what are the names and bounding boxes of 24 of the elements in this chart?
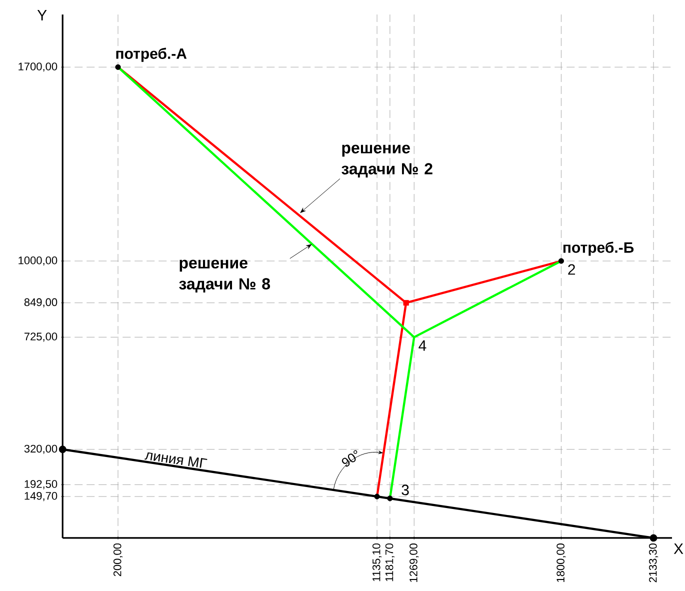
y-tick-label: 725,00 bbox=[24, 332, 58, 342]
x-tick-label: 200,00 bbox=[113, 543, 123, 576]
annotation: 2 bbox=[568, 264, 575, 275]
x-tick-label: 2133,30 bbox=[648, 543, 658, 582]
y-axis-title: Y bbox=[37, 10, 47, 20]
x-axis-title: X bbox=[674, 544, 684, 554]
y-tick-label: 849,00 bbox=[24, 298, 58, 308]
x-tick-label: 1181,70 bbox=[385, 543, 394, 582]
y-tick-label: 1000,00 bbox=[18, 256, 58, 266]
x-tick-label: 1269,00 bbox=[410, 543, 419, 582]
annotation: потреб.-Б bbox=[563, 242, 634, 256]
x-tick-label: 1135,10 bbox=[372, 543, 382, 582]
annotation: 90° bbox=[342, 450, 358, 467]
y-tick-label: 1700,00 bbox=[18, 62, 58, 72]
annotation: 4 bbox=[418, 340, 426, 351]
y-tick-label: 320,00 bbox=[24, 444, 58, 454]
annotation: 3 bbox=[402, 484, 409, 496]
annotation: линия МГ bbox=[144, 452, 208, 468]
annotation: решение задачи № 8 bbox=[179, 260, 270, 293]
annotation: решение задачи № 2 bbox=[342, 144, 432, 178]
y-tick-label: 149,70 bbox=[24, 492, 58, 502]
annotation: потреб.-А bbox=[116, 48, 187, 62]
x-tick-label: 1800,00 bbox=[556, 543, 566, 582]
y-tick-label: 192,50 bbox=[24, 480, 58, 490]
